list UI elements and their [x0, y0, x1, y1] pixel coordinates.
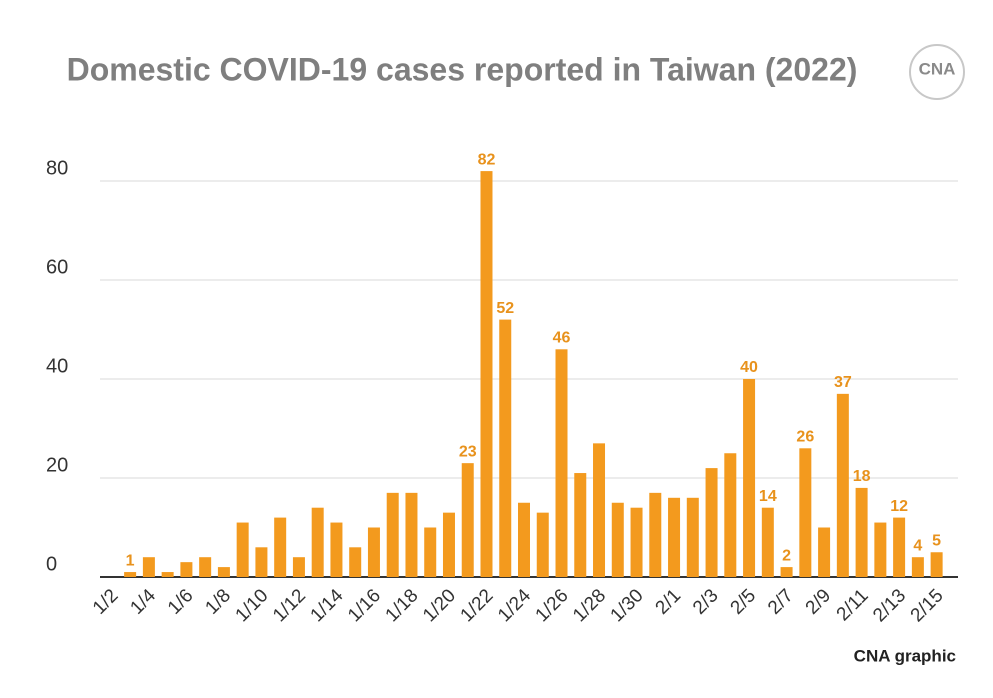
x-tick-label: 2/3 [689, 585, 723, 619]
y-tick-label: 60 [46, 256, 68, 278]
bar [630, 507, 643, 577]
source: CNA graphic [854, 646, 956, 665]
data-label: 2 [782, 547, 791, 564]
data-label: 37 [834, 374, 852, 391]
bar [761, 507, 774, 577]
x-tick-label: 2/1 [652, 585, 686, 619]
bar [836, 393, 849, 577]
data-label: 40 [740, 359, 758, 376]
x-tick-label: 1/16 [344, 585, 385, 626]
x-tick-label: 1/14 [307, 585, 348, 626]
data-label: 82 [478, 151, 496, 168]
bar [386, 492, 399, 577]
x-tick-label: 2/7 [764, 585, 798, 619]
x-tick-label: 1/30 [607, 585, 648, 626]
x-tick-label: 1/18 [382, 585, 423, 626]
x-tick-label: 1/8 [201, 585, 235, 619]
bar [574, 473, 587, 577]
x-tick-label: 1/20 [419, 585, 460, 626]
bar [311, 507, 324, 577]
bar [799, 448, 812, 577]
bar [142, 557, 155, 577]
bar [874, 522, 887, 577]
bar [255, 547, 268, 577]
x-tick-label: 2/5 [727, 585, 761, 619]
bar [124, 572, 137, 577]
bar [367, 527, 380, 577]
bar [424, 527, 437, 577]
bar [180, 562, 193, 577]
bar [405, 492, 418, 577]
bar [593, 443, 606, 577]
x-tick-label: 1/2 [89, 585, 123, 619]
data-label: 52 [496, 300, 514, 317]
bar [349, 547, 362, 577]
data-label: 4 [913, 537, 922, 554]
x-tick-label: 1/6 [164, 585, 198, 619]
bar [930, 552, 943, 577]
bar [461, 463, 474, 577]
bar [480, 171, 493, 577]
bar [330, 522, 343, 577]
logo-circle [909, 44, 965, 100]
data-label: 18 [853, 468, 871, 485]
bar [274, 517, 287, 577]
data-label: 46 [553, 330, 571, 347]
bar [668, 497, 681, 577]
y-tick-label: 40 [46, 355, 68, 377]
x-tick-label: 2/13 [869, 585, 910, 626]
data-label: 26 [796, 429, 814, 446]
bar [555, 349, 568, 577]
data-label: 1 [126, 552, 135, 569]
data-label: 12 [890, 498, 908, 515]
bar [705, 468, 718, 577]
x-tick-label: 1/10 [232, 585, 273, 626]
bar [724, 453, 737, 577]
bar [518, 502, 530, 577]
x-tick-label: 2/15 [907, 585, 948, 626]
y-tick-label: 80 [46, 157, 68, 179]
data-label: 5 [932, 532, 941, 549]
bar [442, 512, 455, 577]
bar [611, 502, 624, 577]
x-tick-label: 1/28 [569, 585, 610, 626]
bar [780, 567, 793, 577]
bar [893, 517, 906, 577]
x-tick-label: 2/11 [833, 585, 873, 625]
x-tick-label: 1/26 [532, 585, 573, 626]
data-label: 14 [759, 488, 777, 505]
x-tick-label: 1/22 [457, 585, 498, 626]
chart-title: Domestic COVID-19 cases reported in Taiw… [67, 51, 858, 87]
bar [236, 522, 249, 577]
bar [911, 557, 924, 577]
bar [686, 497, 699, 577]
logo-text: CNA [919, 59, 956, 78]
y-tick-label: 20 [46, 454, 68, 476]
data-label: 23 [459, 443, 477, 460]
bar [499, 319, 512, 577]
x-tick-label: 1/4 [126, 585, 160, 619]
bar [743, 379, 756, 577]
bar [161, 572, 174, 577]
bar [536, 512, 549, 577]
y-tick-label: 0 [46, 553, 57, 575]
bar [649, 492, 662, 577]
bar [199, 557, 212, 577]
bar [292, 557, 305, 577]
bar [855, 487, 868, 577]
x-tick-label: 1/12 [269, 585, 310, 626]
x-tick-label: 2/9 [802, 585, 836, 619]
bar [217, 567, 230, 577]
x-tick-label: 1/24 [494, 585, 535, 626]
bar [818, 527, 831, 577]
